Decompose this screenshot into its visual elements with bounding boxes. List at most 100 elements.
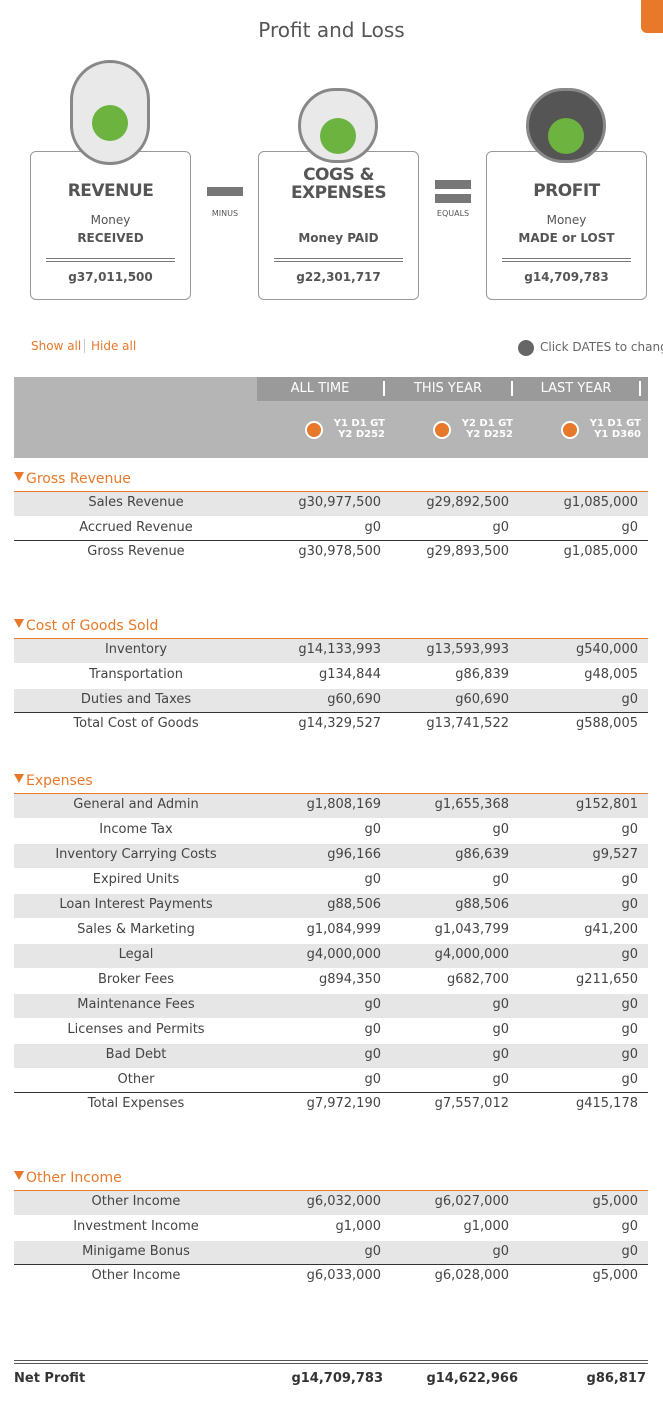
total-rule — [14, 712, 648, 713]
section-rule — [14, 638, 648, 639]
row-value: g60,690 — [455, 692, 509, 707]
total-value: g6,028,000 — [434, 1268, 509, 1283]
row-value: g0 — [492, 1244, 509, 1259]
row-band — [14, 794, 648, 818]
card-caption: Money PAID — [298, 231, 379, 245]
summary-card: REVENUE Money RECEIVED g37,011,500 — [30, 151, 191, 300]
section-title[interactable]: Expenses — [26, 773, 93, 789]
row-value: g0 — [492, 520, 509, 535]
row-label: Minigame Bonus — [82, 1244, 190, 1259]
row-label: Maintenance Fees — [77, 997, 195, 1012]
net-value: g14,709,783 — [291, 1371, 383, 1386]
row-value: g211,650 — [575, 972, 638, 987]
date-button-icon[interactable] — [561, 421, 579, 439]
show-all-link[interactable]: Show all — [31, 339, 82, 353]
row-label: Inventory — [104, 642, 168, 657]
date-range[interactable]: Y1 D1 GT — [589, 418, 641, 429]
print-button[interactable] — [641, 0, 663, 33]
card-icon-accent — [548, 118, 584, 154]
row-value: g1,000 — [463, 1219, 509, 1234]
row-value: g88,506 — [455, 897, 509, 912]
dates-hint: Click DATES to chang — [540, 340, 663, 354]
row-value: g1,043,799 — [434, 922, 509, 937]
operator-bar — [207, 187, 243, 196]
section-title[interactable]: Other Income — [26, 1170, 122, 1186]
section-title[interactable]: Gross Revenue — [26, 471, 131, 487]
row-value: g0 — [621, 1072, 638, 1087]
row-label: Expired Units — [92, 872, 180, 887]
row-value: g894,350 — [318, 972, 381, 987]
section-arrow[interactable] — [14, 1171, 24, 1180]
row-value: g0 — [364, 872, 381, 887]
card-divider — [274, 258, 403, 262]
total-rule — [14, 540, 648, 541]
card-title: REVENUE — [67, 181, 154, 201]
row-value: g0 — [492, 1047, 509, 1062]
card-caption: Money — [90, 213, 131, 227]
total-value: g5,000 — [592, 1268, 638, 1283]
section-arrow[interactable] — [14, 774, 24, 783]
section-rule — [14, 793, 648, 794]
card-icon-accent — [92, 105, 128, 141]
row-value: g0 — [364, 997, 381, 1012]
total-label: Total Expenses — [87, 1096, 185, 1111]
row-value: g4,000,000 — [306, 947, 381, 962]
row-band — [14, 844, 648, 868]
row-value: g60,690 — [327, 692, 381, 707]
total-value: g29,893,500 — [426, 544, 509, 559]
row-value: g0 — [364, 1244, 381, 1259]
row-band — [14, 639, 648, 663]
net-rule — [14, 1360, 648, 1364]
row-label: Investment Income — [73, 1219, 199, 1234]
row-value: g134,844 — [318, 667, 381, 682]
hide-all-link[interactable]: Hide all — [84, 339, 136, 353]
date-range[interactable]: Y2 D252 — [466, 429, 513, 440]
row-label: Other Income — [91, 1194, 181, 1209]
row-value: g1,000 — [335, 1219, 381, 1234]
total-rule — [14, 1264, 648, 1265]
card-icon-accent — [320, 118, 356, 154]
row-label: Sales Revenue — [88, 495, 184, 510]
row-label: Legal — [118, 947, 154, 962]
total-label: Total Cost of Goods — [73, 716, 199, 731]
date-range[interactable]: Y1 D360 — [594, 429, 641, 440]
row-value: g0 — [621, 872, 638, 887]
header-top-band — [257, 377, 648, 401]
row-label: Loan Interest Payments — [59, 897, 213, 912]
row-band — [14, 1241, 648, 1265]
net-value: g14,622,966 — [426, 1371, 518, 1386]
date-button-icon[interactable] — [433, 421, 451, 439]
date-range[interactable]: Y2 D1 GT — [461, 418, 513, 429]
row-value: g0 — [364, 822, 381, 837]
row-value: g1,655,368 — [434, 797, 509, 812]
row-label: Broker Fees — [97, 972, 174, 987]
page-title: Profit and Loss — [258, 18, 405, 42]
card-title: COGS & EXPENSES — [290, 165, 387, 203]
row-value: g30,977,500 — [298, 495, 381, 510]
date-range[interactable]: Y1 D1 GT — [333, 418, 385, 429]
total-value: g30,978,500 — [298, 544, 381, 559]
total-value: g7,972,190 — [306, 1096, 381, 1111]
column-label: LAST YEAR — [513, 381, 641, 396]
section-arrow[interactable] — [14, 619, 24, 628]
summary-card: PROFIT Money MADE or LOST g14,709,783 — [486, 151, 647, 300]
card-divider — [46, 258, 175, 262]
row-band — [14, 1044, 648, 1068]
date-button-icon[interactable] — [305, 421, 323, 439]
row-value: g14,133,993 — [298, 642, 381, 657]
row-value: g6,027,000 — [434, 1194, 509, 1209]
row-value: g0 — [621, 822, 638, 837]
total-label: Gross Revenue — [87, 544, 185, 559]
row-value: g540,000 — [575, 642, 638, 657]
row-band — [14, 994, 648, 1018]
section-title[interactable]: Cost of Goods Sold — [26, 618, 159, 634]
card-caption: RECEIVED — [77, 231, 144, 245]
card-icon — [70, 60, 150, 165]
row-value: g682,700 — [446, 972, 509, 987]
date-range[interactable]: Y2 D252 — [338, 429, 385, 440]
row-band — [14, 894, 648, 918]
row-value: g0 — [621, 897, 638, 912]
section-arrow[interactable] — [14, 472, 24, 481]
row-label: Accrued Revenue — [79, 520, 193, 535]
